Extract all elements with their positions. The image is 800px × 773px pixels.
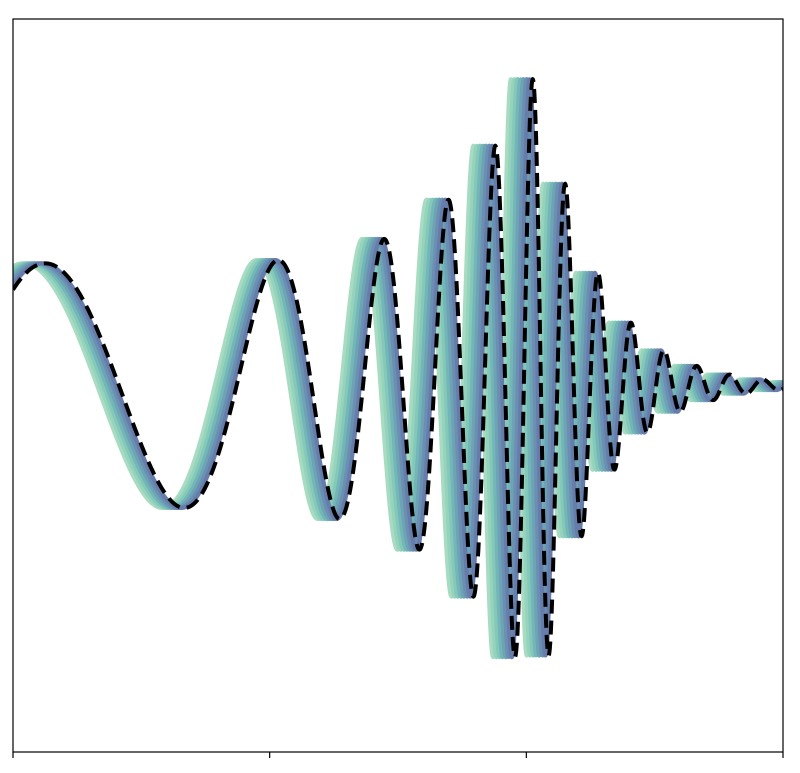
plot-frame <box>12 18 784 753</box>
series-lines <box>13 77 783 660</box>
x-axis-ticks <box>12 752 784 758</box>
series-line-2 <box>13 77 783 660</box>
series-line-6 <box>13 77 783 659</box>
series-line-7 <box>13 77 783 660</box>
reference-series-line <box>13 77 783 660</box>
